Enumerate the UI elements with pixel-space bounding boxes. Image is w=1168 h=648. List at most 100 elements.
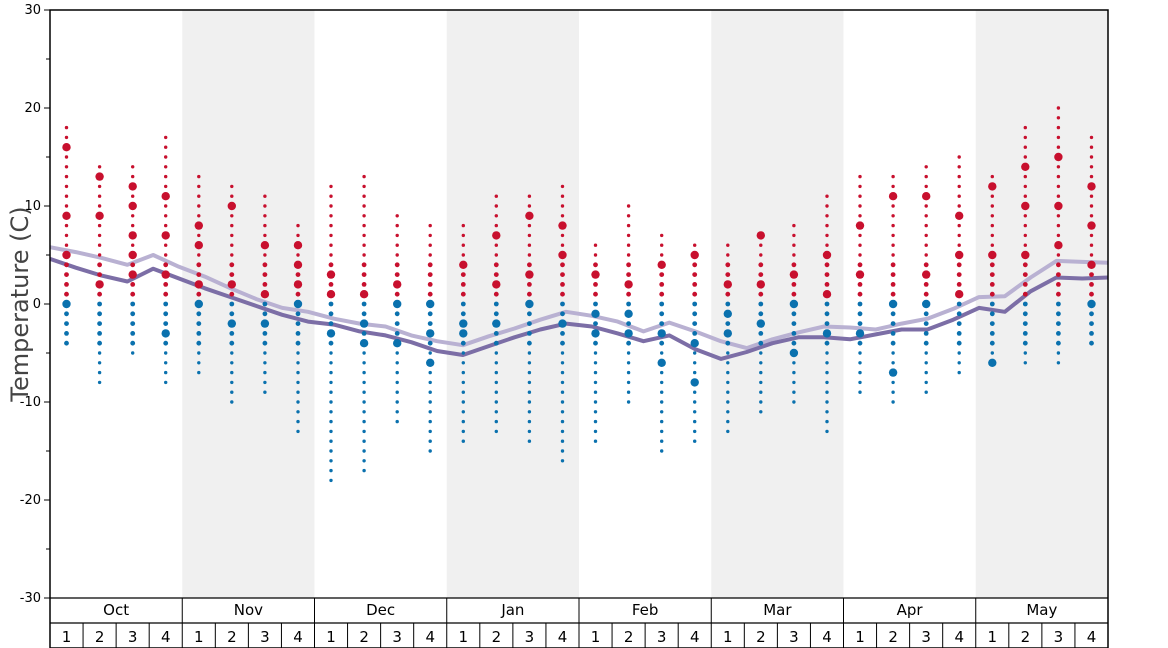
warm-dot — [461, 243, 465, 247]
cold-dot — [395, 361, 399, 365]
cold-dot — [759, 400, 763, 404]
warm-dot — [95, 172, 104, 181]
warm-dot — [527, 204, 532, 208]
week-label: 2 — [95, 628, 105, 646]
cold-dot — [64, 331, 69, 336]
cold-dot — [593, 361, 598, 365]
warm-dot — [659, 272, 665, 277]
cold-dot — [759, 410, 763, 414]
cold-dot — [163, 340, 169, 346]
cold-dot — [792, 361, 796, 365]
cold-dot — [560, 311, 565, 317]
warm-dot — [1089, 233, 1094, 238]
warm-dot — [726, 243, 730, 247]
warm-dot — [362, 194, 366, 198]
cold-dot — [693, 439, 697, 443]
cold-dot — [362, 449, 366, 453]
cold-dot — [758, 340, 764, 346]
warm-dot — [924, 204, 928, 208]
warm-dot — [725, 262, 731, 268]
warm-dot — [693, 243, 697, 247]
warm-dot — [64, 174, 69, 179]
warm-dot — [660, 233, 664, 238]
cold-dot — [657, 329, 666, 338]
warm-dot — [95, 211, 104, 220]
cold-dot — [726, 380, 730, 385]
warm-dot — [329, 243, 333, 247]
cold-dot — [1056, 351, 1061, 355]
week-label: 3 — [260, 628, 270, 646]
dot-column — [1021, 125, 1030, 365]
dot-column — [855, 174, 865, 394]
warm-dot — [263, 204, 267, 208]
warm-dot — [1023, 243, 1027, 247]
cold-dot — [857, 301, 863, 307]
warm-dot — [494, 223, 498, 228]
warm-dot — [197, 253, 201, 257]
cold-dot — [493, 331, 499, 336]
cold-dot — [692, 331, 698, 336]
month-label-apr: Apr — [897, 601, 924, 619]
warm-dot — [1022, 272, 1028, 277]
cold-dot — [362, 370, 366, 375]
cold-dot — [726, 351, 730, 355]
dot-column — [756, 231, 765, 414]
warm-dot — [825, 223, 829, 228]
cold-dot — [296, 351, 300, 355]
month-shade-mar — [711, 10, 844, 598]
week-axis: 1 2 3 4 1 2 3 4 1 2 3 4 1 2 3 4 1 2 3 4 1 2 3 4 1 2 3 4 1 2 3 4 — [50, 622, 1108, 648]
dot-column — [723, 243, 732, 434]
cold-dot — [197, 361, 201, 365]
week-label: 3 — [789, 628, 799, 646]
cold-dot — [1023, 361, 1027, 365]
cold-dot — [527, 439, 532, 443]
warm-dot — [197, 194, 201, 198]
week-label: 1 — [591, 628, 601, 646]
cold-dot — [660, 380, 664, 385]
warm-dot — [197, 174, 201, 179]
warm-dot — [825, 194, 829, 198]
cold-dot — [329, 410, 333, 414]
cold-dot — [759, 380, 763, 385]
warm-dot — [230, 233, 234, 238]
warm-dot — [97, 204, 102, 208]
cold-dot — [326, 329, 336, 338]
warm-dot — [230, 194, 234, 198]
warm-dot — [988, 250, 997, 260]
cold-dot — [657, 358, 666, 367]
warm-dot — [394, 291, 400, 297]
warm-dot — [560, 282, 565, 287]
cold-dot — [660, 449, 664, 453]
cold-dot — [197, 351, 201, 355]
warm-dot — [1087, 260, 1096, 269]
cold-dot — [329, 478, 333, 483]
series-line-light — [49, 245, 1109, 351]
warm-dot — [857, 291, 863, 297]
cold-dot — [359, 339, 369, 348]
warm-dot — [130, 262, 136, 268]
warm-dot — [64, 262, 69, 268]
warm-dot — [428, 233, 432, 238]
cold-dot — [329, 468, 333, 473]
warm-dot — [362, 214, 366, 218]
warm-dot — [957, 223, 961, 228]
dot-column — [128, 165, 137, 355]
cold-dot — [97, 311, 102, 317]
month-axis: Oct Nov Dec Jan Feb Mar Apr May — [50, 597, 1108, 623]
cold-dot — [359, 319, 369, 328]
cold-dot — [394, 321, 400, 326]
warm-dot — [825, 243, 829, 247]
warm-dot — [263, 253, 267, 257]
warm-dot — [1023, 223, 1027, 228]
cold-dot — [428, 400, 432, 404]
cold-dot — [164, 361, 168, 365]
cold-dot — [1023, 351, 1027, 355]
warm-dot — [326, 270, 336, 279]
cold-dot — [329, 361, 333, 365]
warm-dot — [560, 243, 565, 247]
warm-dot — [560, 262, 565, 268]
warm-dot — [1021, 250, 1030, 260]
warm-dot — [1023, 135, 1027, 140]
cold-dot — [64, 311, 69, 317]
cold-dot — [989, 311, 995, 317]
